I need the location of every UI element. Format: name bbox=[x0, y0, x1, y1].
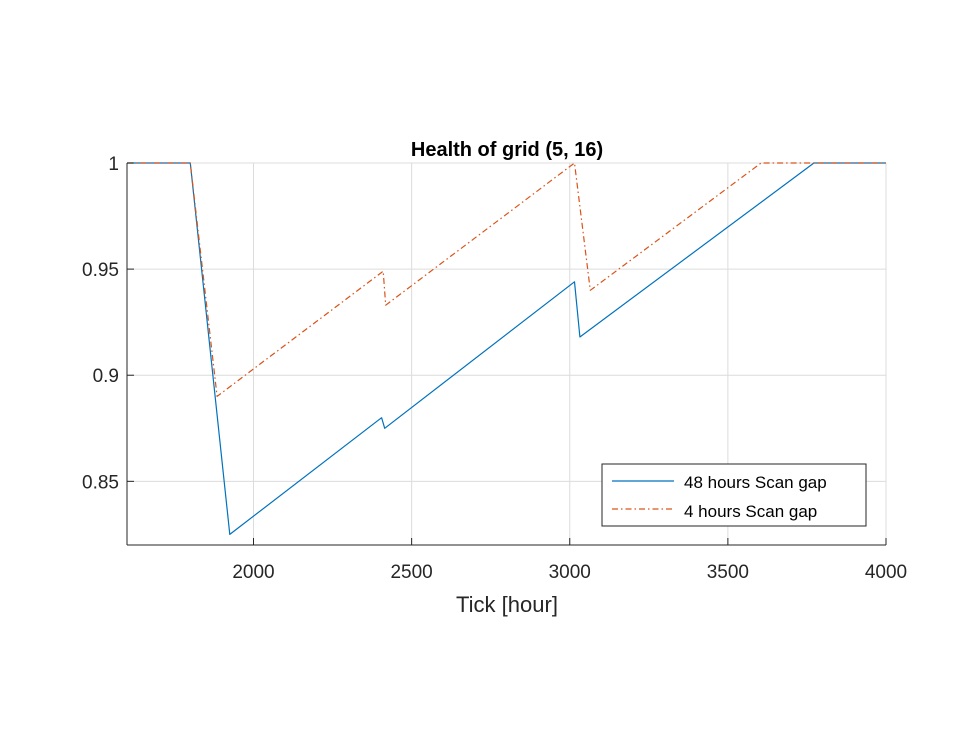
y-tick-label: 0.9 bbox=[93, 366, 119, 387]
y-tick-label: 1 bbox=[108, 154, 119, 175]
x-tick-label: 3000 bbox=[549, 562, 591, 583]
legend-label-48-hours: 48 hours Scan gap bbox=[684, 473, 827, 492]
legend-box bbox=[601, 463, 867, 527]
y-tick-label: 0.85 bbox=[82, 472, 119, 493]
series-line-0 bbox=[127, 162, 886, 536]
y-tick-label: 0.95 bbox=[82, 260, 119, 281]
series-layer bbox=[127, 162, 886, 536]
legend: 48 hours Scan gap 4 hours Scan gap bbox=[601, 463, 867, 527]
chart-title: Health of grid (5, 16) bbox=[411, 139, 603, 161]
x-tick-label: 4000 bbox=[865, 562, 907, 583]
x-axis-label: Tick [hour] bbox=[456, 592, 558, 617]
x-tick-label: 2500 bbox=[390, 562, 432, 583]
x-tick-label: 2000 bbox=[232, 562, 274, 583]
legend-label-4-hours: 4 hours Scan gap bbox=[684, 502, 817, 521]
x-tick-label: 3500 bbox=[707, 562, 749, 583]
x-axis-ticks: 2000 2500 3000 3500 4000 bbox=[232, 538, 907, 583]
series-line-1 bbox=[127, 162, 886, 397]
y-axis-ticks: 0.85 0.9 0.95 1 bbox=[82, 154, 134, 493]
